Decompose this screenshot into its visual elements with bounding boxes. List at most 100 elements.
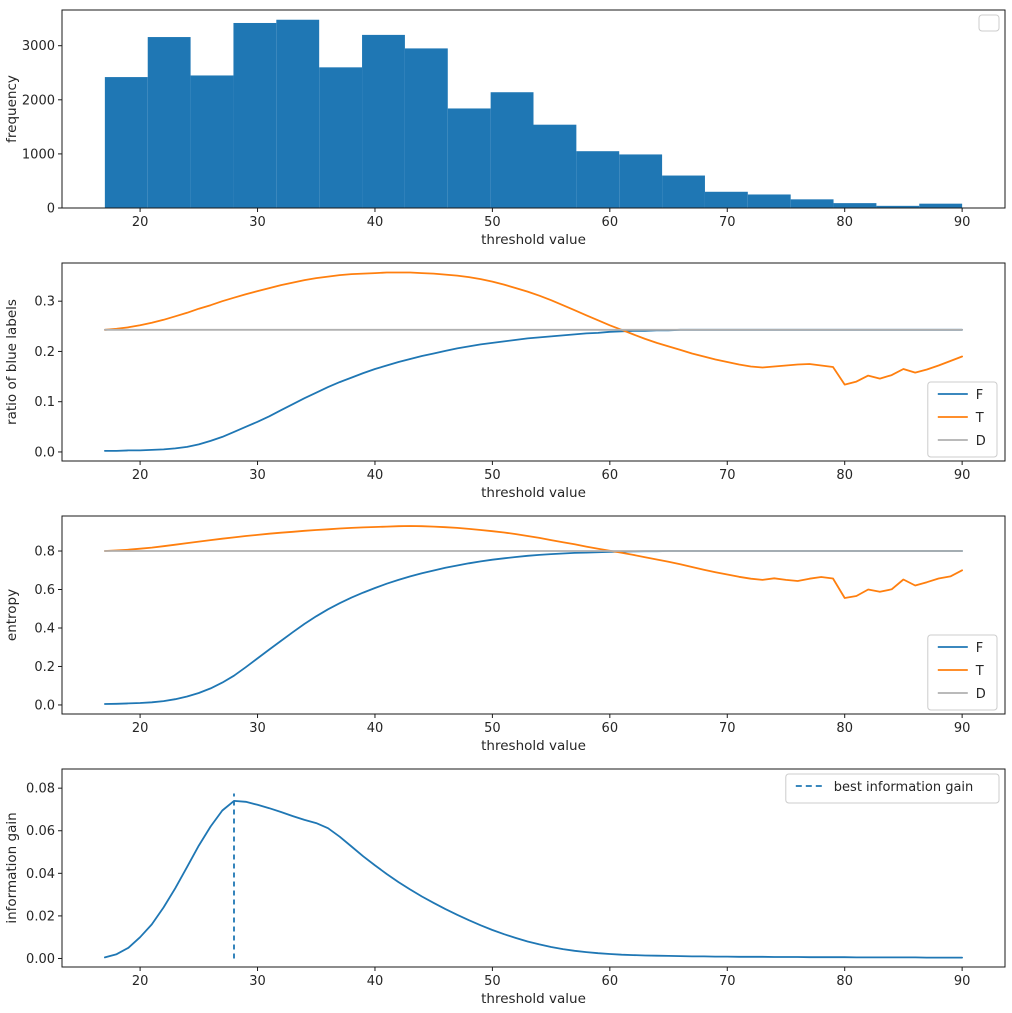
y-tick-label: 0.08 xyxy=(26,782,55,797)
legend-label: best information gain xyxy=(834,780,973,795)
x-tick-label: 20 xyxy=(132,721,149,736)
x-tick-label: 70 xyxy=(719,721,736,736)
series-T-line xyxy=(104,525,963,599)
series-F-line xyxy=(104,550,963,705)
histogram-bar xyxy=(233,22,277,209)
y-tick-label: 2000 xyxy=(22,93,55,108)
histogram-bar xyxy=(662,175,705,208)
y-tick-label: 0.02 xyxy=(26,909,55,924)
y-tick-label: 0.3 xyxy=(34,295,55,310)
y-tick-label: 0 xyxy=(47,202,55,217)
legend-label: F xyxy=(976,641,983,656)
x-axis-label: threshold value xyxy=(481,738,586,754)
x-axis-label: threshold value xyxy=(481,232,586,248)
x-tick-label: 70 xyxy=(719,974,736,989)
x-tick-label: 30 xyxy=(249,468,266,483)
ratio-of-blue-labels-chart: 20 30 40 50 60 70 80 90 0.0 0.1 0.2 0.3 threshold va… xyxy=(4,262,1006,501)
y-tick-label: 0.6 xyxy=(34,583,55,598)
x-tick-label: 60 xyxy=(602,215,619,230)
y-tick-label: 0.2 xyxy=(34,660,55,675)
x-tick-label: 90 xyxy=(954,974,971,989)
histogram-bar xyxy=(747,194,791,208)
frequency-histogram-chart: 20 30 40 50 60 70 80 90 0 1000 2000 3000 threshold v… xyxy=(4,9,1006,248)
y-axis-label: entropy xyxy=(4,589,20,641)
x-axis-label: threshold value xyxy=(481,991,586,1007)
information-gain-subplot: 20 30 40 50 60 70 80 90 0.00 0.02 0.04 0.06 0.08 thre… xyxy=(0,759,1012,1012)
histogram-bar xyxy=(404,48,448,208)
information-gain-chart: 20 30 40 50 60 70 80 90 0.00 0.02 0.04 0.06 0.08 thre… xyxy=(4,768,1006,1007)
y-axis-label: ratio of blue labels xyxy=(4,299,20,425)
x-tick-label: 40 xyxy=(367,468,384,483)
y-tick-label: 0.8 xyxy=(34,545,55,560)
legend-label: T xyxy=(975,664,984,679)
y-tick-label: 3000 xyxy=(22,39,55,54)
x-tick-label: 80 xyxy=(836,468,853,483)
plot-border xyxy=(61,768,1006,968)
y-tick-label: 0.0 xyxy=(34,445,55,460)
histogram-bar xyxy=(319,67,363,208)
y-tick-label: 0.06 xyxy=(26,824,55,839)
histogram-bar xyxy=(919,203,963,208)
x-tick-label: 20 xyxy=(132,468,149,483)
y-tick-label: 0.1 xyxy=(34,395,55,410)
entropy-subplot: 20 30 40 50 60 70 80 90 0.0 0.2 0.4 0.6 0.8 threshold… xyxy=(0,506,1012,759)
x-tick-label: 70 xyxy=(719,468,736,483)
legend: FTD xyxy=(927,381,998,458)
y-tick-label: 1000 xyxy=(22,147,55,162)
plot-border xyxy=(61,262,1006,462)
x-tick-label: 40 xyxy=(367,721,384,736)
y-tick-label: 0.4 xyxy=(34,621,55,636)
x-tick-label: 70 xyxy=(719,215,736,230)
x-tick-label: 50 xyxy=(484,974,501,989)
y-axis-label: information gain xyxy=(4,812,20,923)
x-tick-label: 80 xyxy=(836,215,853,230)
x-tick-label: 60 xyxy=(602,721,619,736)
x-tick-label: 20 xyxy=(132,974,149,989)
legend xyxy=(978,14,1000,32)
x-tick-label: 40 xyxy=(367,974,384,989)
x-tick-label: 30 xyxy=(249,721,266,736)
series-information-gain-line xyxy=(104,800,963,959)
x-tick-label: 30 xyxy=(249,215,266,230)
plot-border xyxy=(61,9,1006,209)
histogram-bar xyxy=(576,151,620,208)
histogram-bar xyxy=(619,154,663,208)
series-T-line xyxy=(104,271,963,386)
histogram-subplot: 20 30 40 50 60 70 80 90 0 1000 2000 3000 threshold v… xyxy=(0,0,1012,253)
histogram-bar xyxy=(147,37,191,208)
y-tick-label: 0.04 xyxy=(26,867,55,882)
x-tick-label: 60 xyxy=(602,974,619,989)
legend: best information gain xyxy=(785,773,1000,804)
x-tick-label: 60 xyxy=(602,468,619,483)
x-tick-label: 20 xyxy=(132,215,149,230)
histogram-bar xyxy=(190,75,234,209)
legend-label: F xyxy=(976,388,983,403)
histogram-bar xyxy=(104,77,148,208)
legend-label: D xyxy=(976,687,986,702)
histogram-bar xyxy=(704,191,748,208)
histogram-bar xyxy=(490,92,534,208)
plot-border xyxy=(61,515,1006,715)
x-tick-label: 50 xyxy=(484,215,501,230)
x-tick-label: 30 xyxy=(249,974,266,989)
series-F-line xyxy=(104,328,963,452)
y-tick-label: 0.2 xyxy=(34,345,55,360)
legend: FTD xyxy=(927,634,998,711)
x-tick-label: 80 xyxy=(836,974,853,989)
x-tick-label: 90 xyxy=(954,468,971,483)
x-axis-label: threshold value xyxy=(481,485,586,501)
legend-box xyxy=(927,381,998,458)
x-tick-label: 40 xyxy=(367,215,384,230)
x-tick-label: 50 xyxy=(484,721,501,736)
histogram-bar xyxy=(276,19,320,208)
histogram-bar xyxy=(362,34,405,208)
y-tick-label: 0.0 xyxy=(34,698,55,713)
x-tick-label: 90 xyxy=(954,215,971,230)
histogram-bar xyxy=(533,124,577,208)
histogram-bar xyxy=(447,108,491,208)
histogram-bar xyxy=(790,199,834,208)
y-tick-label: 0.00 xyxy=(26,952,55,967)
entropy-chart: 20 30 40 50 60 70 80 90 0.0 0.2 0.4 0.6 0.8 threshold… xyxy=(4,515,1006,754)
x-tick-label: 90 xyxy=(954,721,971,736)
